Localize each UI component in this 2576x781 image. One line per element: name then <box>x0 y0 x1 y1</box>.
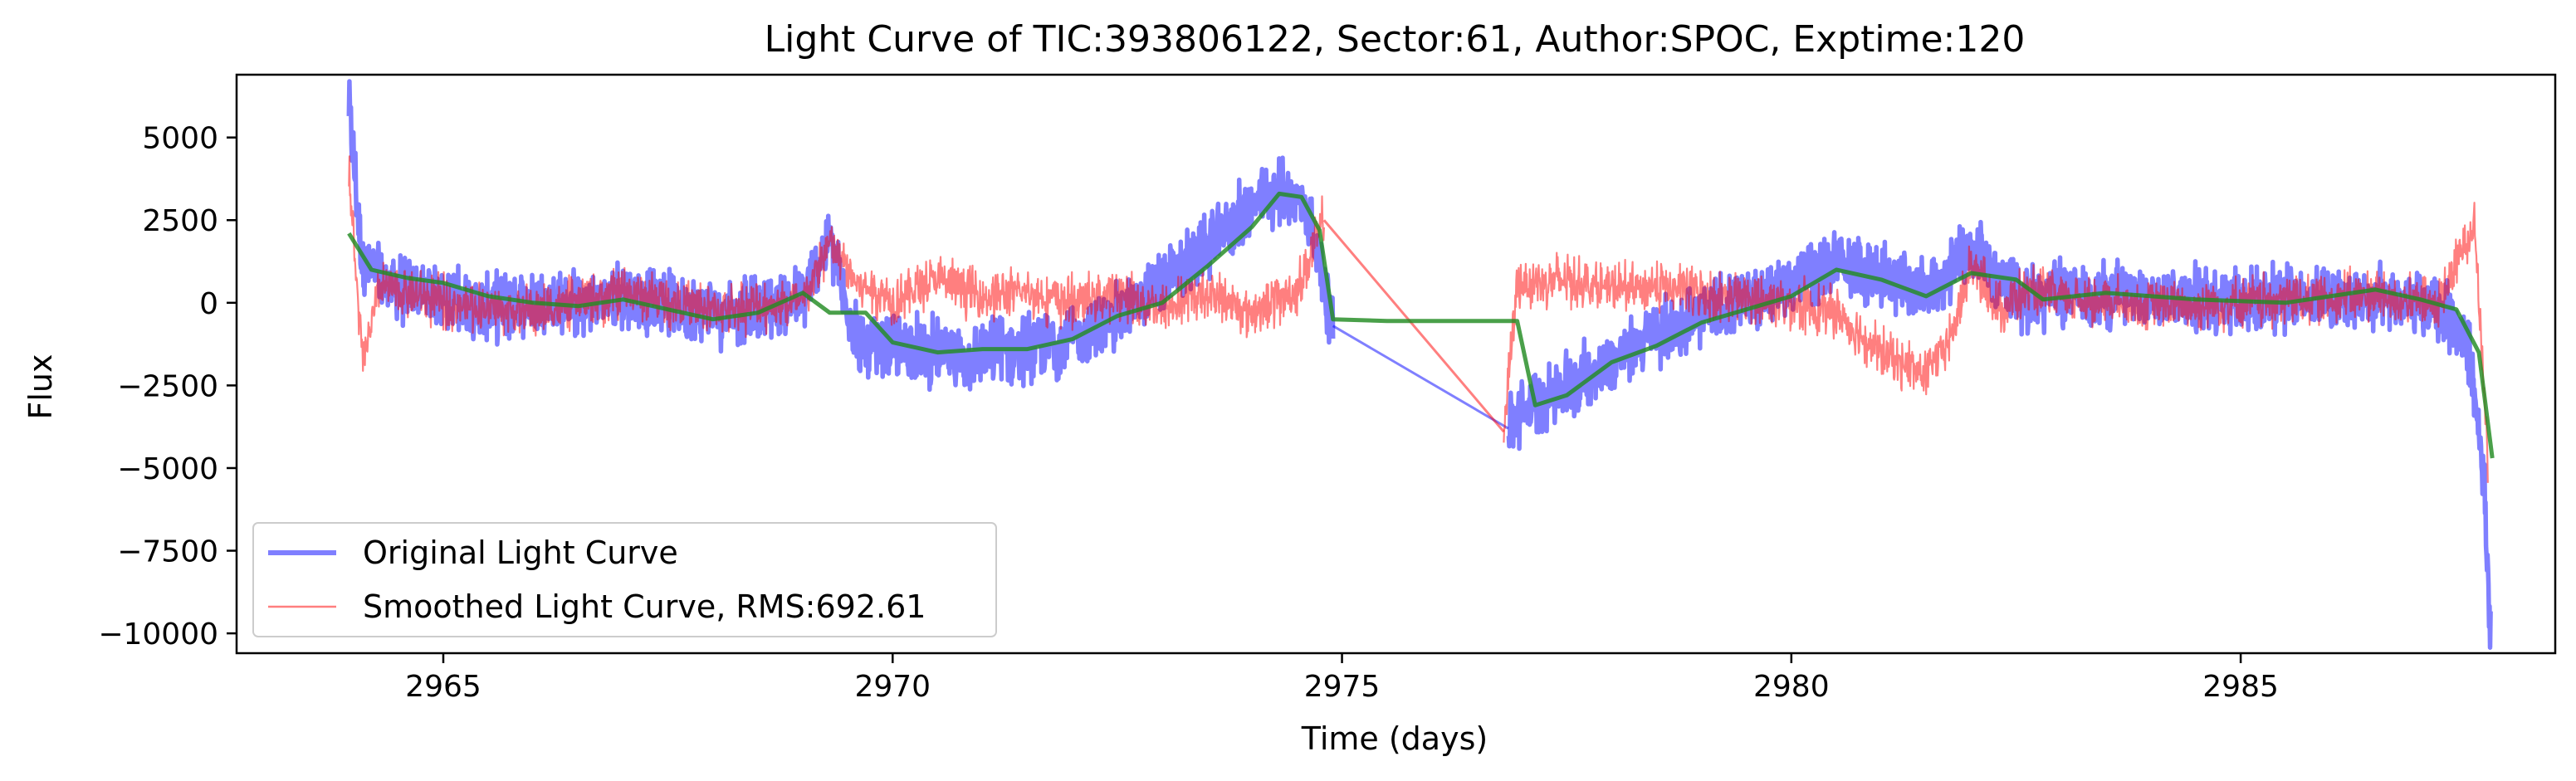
y-tick-label: −2500 <box>117 369 218 403</box>
y-tick-label: 2500 <box>142 204 218 238</box>
series-line-3-segment-1 <box>347 191 2495 459</box>
plot-area <box>346 79 2495 650</box>
series-line-1-gap-connector <box>1332 325 1509 430</box>
y-tick-label: −7500 <box>117 535 218 569</box>
chart-title: Light Curve of TIC:393806122, Sector:61,… <box>765 18 2026 61</box>
plot-frame <box>235 73 2557 655</box>
series-line-2-segment-1 <box>348 155 1325 372</box>
legend-box <box>252 522 997 637</box>
x-tick-label: 2975 <box>1304 670 1381 704</box>
y-axis: 5000 2500 0 −2500 −5000 −7500 −10000 <box>98 122 237 652</box>
y-tick-label: −10000 <box>98 617 218 652</box>
y-tick-label: 0 <box>199 287 218 321</box>
x-tick-label: 2985 <box>2202 670 2279 704</box>
x-axis: 2965 2970 2975 2980 2985 <box>405 653 2279 704</box>
legend-label-2: Smoothed Light Curve, RMS:692.61 <box>363 588 926 625</box>
x-axis-label: Time (days) <box>1301 720 1488 757</box>
x-tick-label: 2980 <box>1753 670 1830 704</box>
y-tick-label: 5000 <box>142 122 218 156</box>
series-line-2-segment-2 <box>1503 202 2489 483</box>
x-tick-label: 2970 <box>854 670 931 704</box>
legend: Original Light Curve Smoothed Light Curve… <box>252 522 997 637</box>
x-tick-label: 2965 <box>405 670 481 704</box>
y-axis-label: Flux <box>22 354 59 420</box>
legend-label-1: Original Light Curve <box>363 534 678 571</box>
y-tick-label: −5000 <box>117 452 218 486</box>
series-line-2-gap-connector <box>1322 219 1505 433</box>
series-line-1-segment-1 <box>346 79 1336 393</box>
